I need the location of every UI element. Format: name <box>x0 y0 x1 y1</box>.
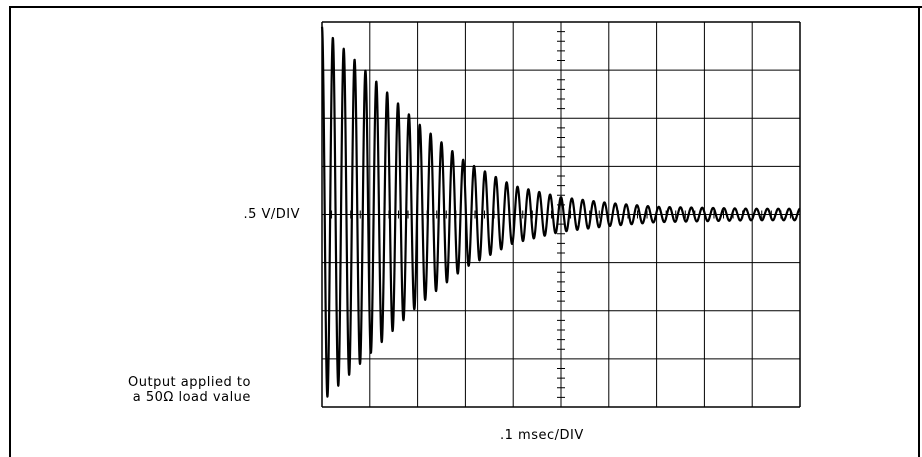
waveform-trace <box>320 26 801 398</box>
load-note: Output applied to a 50Ω load value <box>128 375 251 405</box>
horizontal-scale-label: .1 msec/DIV <box>500 428 584 443</box>
frame-right-border <box>918 6 920 457</box>
frame-left-border <box>9 6 11 457</box>
graticule-grid <box>321 21 801 408</box>
load-note-line-1: Output applied to <box>128 375 251 390</box>
frame-top-border <box>9 6 922 8</box>
load-note-line-2: a 50Ω load value <box>132 390 251 405</box>
vertical-scale-label: .5 V/DIV <box>243 207 300 222</box>
